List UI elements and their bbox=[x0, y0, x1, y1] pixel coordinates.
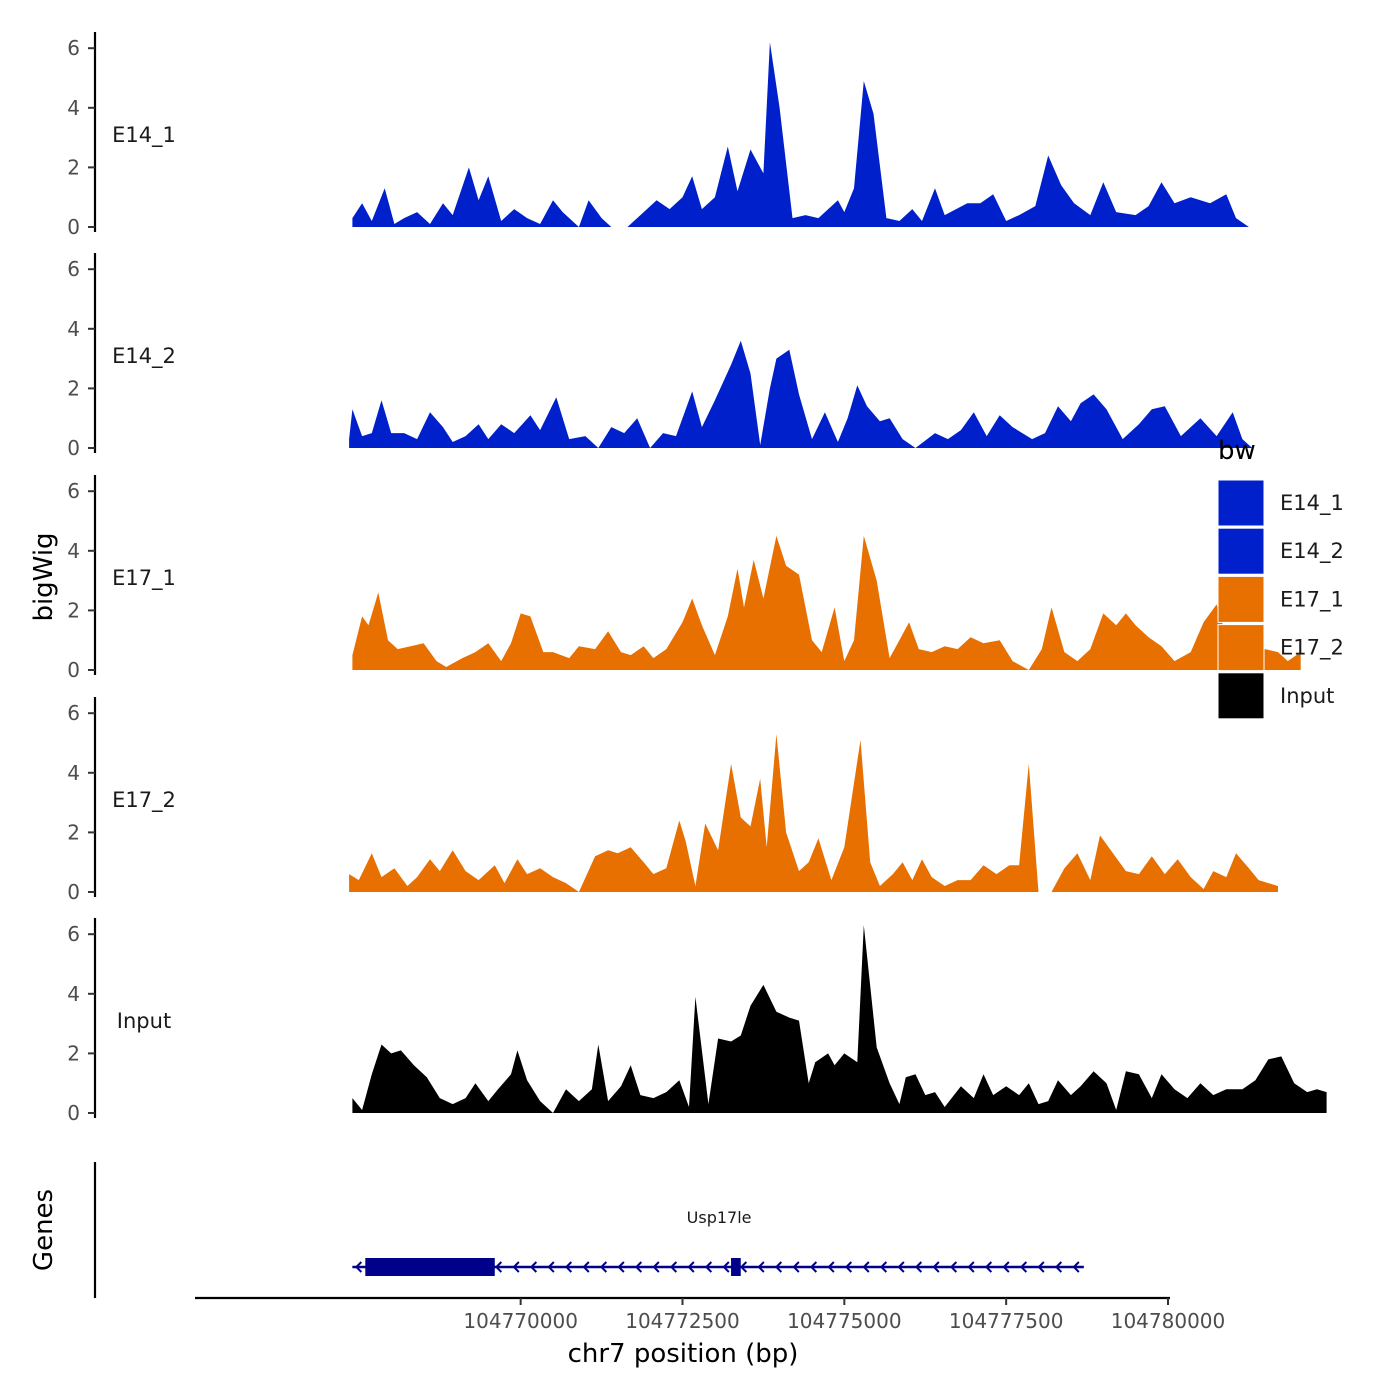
y-tick-label: 6 bbox=[67, 922, 80, 946]
y-tick-label: 0 bbox=[67, 436, 80, 460]
track-label: E17_1 bbox=[112, 566, 176, 591]
y-tick-label: 6 bbox=[67, 479, 80, 503]
strand-arrow bbox=[844, 1261, 853, 1273]
y-tick-label: 2 bbox=[67, 155, 80, 179]
y-tick-label: 4 bbox=[67, 982, 80, 1006]
strand-arrow bbox=[1072, 1261, 1080, 1273]
legend-key-E14_1 bbox=[1217, 479, 1265, 527]
strand-arrow bbox=[722, 1261, 730, 1273]
signal-area-Input bbox=[352, 925, 1327, 1113]
strand-arrow bbox=[932, 1261, 940, 1273]
strand-arrow bbox=[564, 1261, 573, 1273]
y-tick-label: 4 bbox=[67, 761, 80, 785]
x-tick-label: 104780000 bbox=[1111, 1309, 1226, 1333]
strand-arrow bbox=[739, 1261, 748, 1273]
y-tick-label: 6 bbox=[67, 36, 80, 60]
strand-arrow bbox=[529, 1261, 538, 1273]
gene-track-title: Genes bbox=[29, 1189, 59, 1271]
strand-arrow bbox=[354, 1261, 363, 1273]
x-axis-title: chr7 position (bp) bbox=[568, 1339, 799, 1369]
y-axis-title: bigWig bbox=[29, 532, 59, 621]
gene-name-label: Usp17le bbox=[687, 1208, 752, 1227]
track-E17_2: 0 2 4 6 E17_2 bbox=[67, 697, 1279, 904]
track-label: Input bbox=[117, 1009, 171, 1033]
strand-arrow bbox=[704, 1261, 713, 1273]
y-tick-label: 0 bbox=[67, 880, 80, 904]
track-label: E14_1 bbox=[112, 123, 176, 148]
legend-key-Input bbox=[1217, 672, 1265, 720]
gene-track: Genes Usp17le bbox=[29, 1162, 1084, 1298]
y-tick-label: 2 bbox=[67, 598, 80, 622]
strand-arrow bbox=[792, 1261, 800, 1273]
y-tick-label: 4 bbox=[67, 96, 80, 120]
strand-arrow bbox=[1019, 1261, 1028, 1273]
track-E17_1: 0 2 4 6 E17_1 bbox=[67, 475, 1301, 682]
strand-arrow bbox=[582, 1261, 590, 1273]
x-tick-label: 104770000 bbox=[463, 1309, 578, 1333]
legend-key-E17_2 bbox=[1217, 624, 1265, 672]
x-tick-label: 104772500 bbox=[625, 1309, 740, 1333]
track-label: E17_2 bbox=[112, 788, 176, 813]
strand-arrow bbox=[494, 1261, 503, 1273]
strand-arrow bbox=[1037, 1261, 1045, 1273]
strand-arrow bbox=[967, 1261, 975, 1273]
strand-arrow bbox=[634, 1261, 643, 1273]
track-E14_2: 0 2 4 6 E14_2 bbox=[67, 253, 1253, 460]
y-tick-label: 2 bbox=[67, 1041, 80, 1065]
strand-arrow bbox=[687, 1261, 695, 1273]
gene-Usp17le: Usp17le bbox=[352, 1208, 1084, 1276]
strand-arrow bbox=[862, 1261, 870, 1273]
strand-arrow bbox=[1002, 1261, 1010, 1273]
gene-exon bbox=[365, 1258, 495, 1276]
strand-arrow bbox=[547, 1261, 555, 1273]
y-tick-label: 2 bbox=[67, 820, 80, 844]
y-tick-label: 4 bbox=[67, 317, 80, 341]
legend-title: bw bbox=[1218, 436, 1256, 466]
strand-arrow bbox=[949, 1261, 958, 1273]
track-Input: 0 2 4 6 Input bbox=[67, 918, 1327, 1125]
signal-area-E17_1 bbox=[352, 535, 1301, 670]
legend-key-E17_1 bbox=[1217, 575, 1265, 623]
strand-arrow bbox=[669, 1261, 678, 1273]
strand-arrow bbox=[617, 1261, 625, 1273]
signal-area-E14_2 bbox=[349, 340, 1253, 448]
signal-area-E14_1 bbox=[352, 42, 1249, 228]
strand-arrow bbox=[827, 1261, 835, 1273]
legend-label: E17_1 bbox=[1280, 587, 1344, 612]
legend-label: E17_2 bbox=[1280, 636, 1344, 661]
y-tick-label: 2 bbox=[67, 376, 80, 400]
signal-tracks: 0 2 4 6 E14_1 0 2 4 6 E14_2 0 2 4 6 E17_1 0 2 4 6 E17_2 0 2 4 6… bbox=[67, 32, 1327, 1125]
gene-exon bbox=[731, 1258, 741, 1276]
strand-arrow bbox=[879, 1261, 888, 1273]
x-axis: 104770000 104772500 104775000 104777500 1047… bbox=[195, 1296, 1226, 1333]
strand-arrow bbox=[757, 1261, 765, 1273]
signal-area-E17_2 bbox=[349, 734, 1279, 892]
x-tick-label: 104775000 bbox=[787, 1309, 902, 1333]
legend: bw E14_1 E14_2 E17_1 E17_2 Input bbox=[1217, 436, 1344, 720]
legend-label: E14_1 bbox=[1280, 491, 1344, 516]
legend-key-E14_2 bbox=[1217, 527, 1265, 575]
strand-arrow bbox=[599, 1261, 608, 1273]
strand-arrow bbox=[984, 1261, 993, 1273]
track-E14_1: 0 2 4 6 E14_1 bbox=[67, 32, 1249, 239]
y-tick-label: 6 bbox=[67, 701, 80, 725]
track-label: E14_2 bbox=[112, 344, 176, 369]
strand-arrow bbox=[914, 1261, 923, 1273]
y-tick-label: 6 bbox=[67, 257, 80, 281]
legend-label: Input bbox=[1280, 684, 1334, 708]
x-tick-label: 104777500 bbox=[949, 1309, 1064, 1333]
legend-label: E14_2 bbox=[1280, 539, 1344, 564]
strand-arrow bbox=[1054, 1261, 1063, 1273]
y-tick-label: 0 bbox=[67, 1101, 80, 1125]
y-tick-label: 0 bbox=[67, 215, 80, 239]
strand-arrow bbox=[809, 1261, 818, 1273]
y-tick-label: 4 bbox=[67, 539, 80, 563]
strand-arrow bbox=[897, 1261, 905, 1273]
strand-arrow bbox=[652, 1261, 660, 1273]
strand-arrow bbox=[512, 1261, 520, 1273]
strand-arrow bbox=[774, 1261, 783, 1273]
y-tick-label: 0 bbox=[67, 658, 80, 682]
